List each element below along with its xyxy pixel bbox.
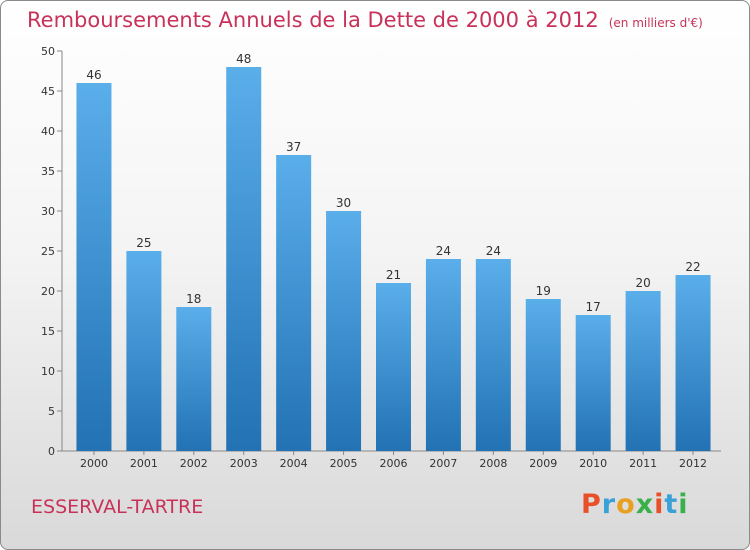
chart-title: Remboursements Annuels de la Dette de 20… [27,8,703,32]
logo-letter: P [581,489,602,520]
bar-value-label: 17 [586,300,601,314]
bar [575,315,611,451]
x-tick-label: 2002 [180,457,208,470]
bar [376,283,411,451]
bar-value-label: 24 [436,244,451,258]
bar [326,211,362,451]
x-tick-label: 2006 [380,457,408,470]
y-tick-label: 30 [41,205,55,218]
bar [525,299,561,451]
bar-value-label: 20 [635,276,650,290]
bar [675,275,711,451]
bar-value-label: 46 [86,68,101,82]
y-tick-label: 40 [41,125,55,138]
bar [76,83,112,451]
logo-letter: i [654,489,665,520]
y-tick-label: 0 [48,445,55,458]
bar-value-label: 24 [486,244,501,258]
bar [475,259,511,451]
logo-letter: o [616,489,636,520]
y-tick-label: 20 [41,285,55,298]
bar [276,155,312,451]
bar [425,259,461,451]
y-tick-label: 25 [41,245,55,258]
bar-value-label: 30 [336,196,351,210]
x-tick-label: 2001 [130,457,158,470]
bar [126,251,162,451]
x-tick-label: 2012 [679,457,707,470]
logo-letter: x [635,489,655,520]
logo-letter: i [678,489,689,520]
y-tick-label: 50 [41,45,55,58]
y-tick-label: 45 [41,85,55,98]
bar-value-label: 25 [136,236,151,250]
bar [226,67,262,451]
x-tick-label: 2003 [230,457,258,470]
y-tick-label: 10 [41,365,55,378]
title-unit: (en milliers d'€) [608,16,703,30]
x-tick-label: 2004 [280,457,308,470]
bar-value-label: 48 [236,52,251,66]
y-tick-label: 5 [48,405,55,418]
commune-name: ESSERVAL-TARTRE [31,496,204,518]
bar [176,307,212,451]
bar-value-label: 21 [386,268,401,282]
x-tick-label: 2010 [579,457,607,470]
x-tick-label: 2007 [429,457,457,470]
y-tick-label: 15 [41,325,55,338]
x-tick-label: 2008 [479,457,507,470]
bar [625,291,661,451]
x-tick-label: 2011 [629,457,657,470]
bar-value-label: 18 [186,292,201,306]
bar-value-label: 19 [536,284,551,298]
logo-letter: r [601,489,617,520]
bar-value-label: 37 [286,140,301,154]
x-tick-label: 2009 [529,457,557,470]
logo-letter: t [664,489,679,520]
title-text: Remboursements Annuels de la Dette de 20… [27,8,599,32]
proxiti-logo: Proxiti [581,489,689,520]
x-tick-label: 2000 [80,457,108,470]
x-tick-label: 2005 [330,457,358,470]
y-tick-label: 35 [41,165,55,178]
bar-value-label: 22 [685,260,700,274]
